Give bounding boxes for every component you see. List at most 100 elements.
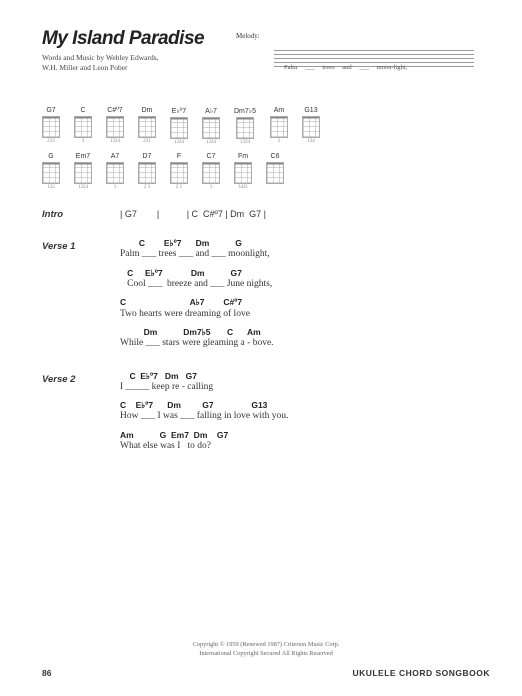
chord-diagram: E♭º7 1324 [170, 107, 188, 145]
chord-fingering: 2 [278, 139, 281, 144]
chord-diagram: D7 2 3 [138, 153, 156, 190]
chord-diagram: C3 [74, 107, 92, 145]
section-label: Intro [42, 206, 120, 224]
chord-grid [138, 116, 156, 138]
lyric-line: Palm ___ trees ___ and ___ moonlight, [120, 249, 490, 260]
chord-diagram: C7 1 [202, 153, 220, 190]
chord-grid [42, 162, 60, 184]
lyric-line: While ___ stars were gleaming a - bove. [120, 338, 490, 349]
chord-fingering: 1 [210, 185, 213, 190]
lyric-line: Two hearts were dreaming of love [120, 309, 490, 320]
chord-fingering: 213 [47, 139, 55, 144]
copyright: Copyright © 1959 (Renewed 1987) Criterio… [42, 641, 490, 658]
chord-line: C E♭º7 Dm G7 [120, 371, 490, 381]
chord-name: Am [274, 107, 285, 114]
chord-name: C6 [271, 153, 280, 160]
chord-grid [42, 116, 60, 138]
chord-line: Am G Em7 Dm G7 [120, 430, 490, 440]
song-section: Verse 2 C E♭º7 Dm G7I _____ keep re - ca… [42, 371, 490, 460]
chord-fingering: 132 [47, 185, 55, 190]
chord-grid [270, 116, 288, 138]
lyric-line: I _____ keep re - calling [120, 382, 490, 393]
chord-diagram: G7 213 [42, 107, 60, 145]
chord-fingering: 1324 [240, 140, 250, 145]
chord-diagram: C#º7 1324 [106, 107, 124, 145]
section-label: Verse 2 [42, 371, 120, 460]
melody-snippet: Melody: Palm ___ trees and ___ moon-ligh… [236, 32, 486, 78]
copyright-line: Copyright © 1959 (Renewed 1987) Criterio… [42, 641, 490, 650]
chord-fingering: 1324 [110, 139, 120, 144]
chord-grid [202, 162, 220, 184]
chord-diagram: A7 1 [106, 153, 124, 190]
chord-grid [170, 117, 188, 139]
chord-diagram-grid: G7213C3C#º71324Dm231E♭º71324A♭71324Dm7♭5… [42, 107, 490, 190]
chord-diagram: C6 [266, 153, 284, 190]
lyric-line: What else was I to do? [120, 441, 490, 452]
song-section: Intro| G7 | | C C#º7 | Dm G7 | [42, 206, 490, 224]
chord-diagram: Dm7♭5 1324 [234, 107, 256, 145]
section-body: | G7 | | C C#º7 | Dm G7 | [120, 206, 490, 224]
chord-name: D7 [143, 153, 152, 160]
chord-name: C#º7 [107, 107, 122, 114]
copyright-line: International Copyright Secured All Righ… [42, 650, 490, 659]
chord-diagram: Fm 3421 [234, 153, 252, 190]
chord-name: Dm7♭5 [234, 107, 256, 115]
chord-grid [74, 116, 92, 138]
chord-grid [202, 117, 220, 139]
chord-fingering: 3421 [238, 185, 248, 190]
chord-name: Em7 [76, 153, 90, 160]
chord-name: A♭7 [205, 107, 217, 115]
chord-line: C E♭º7 Dm G7 G13 [120, 400, 490, 410]
book-title: UKULELE CHORD SONGBOOK [352, 668, 490, 678]
chord-name: C [80, 107, 85, 114]
chord-fingering: 1324 [174, 140, 184, 145]
song-section: Verse 1 C E♭º7 Dm GPalm ___ trees ___ an… [42, 238, 490, 356]
chord-fingering: 3 [82, 139, 85, 144]
chord-fingering: 1 [114, 185, 117, 190]
chord-name: Dm [142, 107, 153, 114]
melody-label: Melody: [236, 32, 260, 40]
chord-name: G13 [304, 107, 317, 114]
chord-line: Dm Dm7♭5 C Am [120, 327, 490, 337]
chord-name: F [177, 153, 181, 160]
chord-fingering: 2 3 [144, 185, 150, 190]
chord-grid [234, 162, 252, 184]
page-number: 86 [42, 668, 51, 678]
chord-name: Fm [238, 153, 248, 160]
page-footer: Copyright © 1959 (Renewed 1987) Criterio… [42, 641, 490, 678]
chord-diagram: F 2 1 [170, 153, 188, 190]
chord-grid [106, 116, 124, 138]
chord-fingering: 2 1 [176, 185, 182, 190]
chord-line: C A♭7 C#º7 [120, 297, 490, 307]
chord-diagram: Em7 1324 [74, 153, 92, 190]
chord-grid [74, 162, 92, 184]
chord-name: E♭º7 [172, 107, 186, 115]
chord-diagram: G 132 [42, 153, 60, 190]
chord-diagram: A♭7 1324 [202, 107, 220, 145]
melody-lyric: Palm ___ trees and ___ moon-light, [284, 64, 407, 71]
chord-fingering: 134 [307, 139, 315, 144]
chord-fingering: 1324 [206, 140, 216, 145]
section-label: Verse 1 [42, 238, 120, 356]
chord-grid [302, 116, 320, 138]
chord-diagram: Dm 231 [138, 107, 156, 145]
section-body: C E♭º7 Dm G7I _____ keep re - calling C E… [120, 371, 490, 460]
chord-name: G [48, 153, 53, 160]
intro-bars: | G7 | | C C#º7 | Dm G7 | [120, 206, 490, 223]
chord-fingering: 1324 [78, 185, 88, 190]
chord-grid [106, 162, 124, 184]
chord-line: C E♭º7 Dm G [120, 238, 490, 248]
chord-diagram: Am 2 [270, 107, 288, 145]
chord-grid [170, 162, 188, 184]
chord-name: C7 [207, 153, 216, 160]
chord-name: A7 [111, 153, 120, 160]
chord-line: C E♭º7 Dm G7 [120, 268, 490, 278]
chord-fingering: 231 [143, 139, 151, 144]
chord-grid [236, 117, 254, 139]
section-body: C E♭º7 Dm GPalm ___ trees ___ and ___ mo… [120, 238, 490, 356]
chord-name: G7 [46, 107, 55, 114]
lyric-line: How ___ I was ___ falling in love with y… [120, 411, 490, 422]
chord-grid [266, 162, 284, 184]
chord-diagram: G13 134 [302, 107, 320, 145]
lyric-line: Cool ___ breeze and ___ June nights, [120, 279, 490, 290]
